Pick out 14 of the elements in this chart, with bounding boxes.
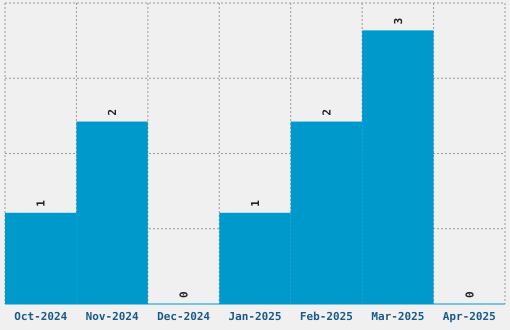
x-tick-label: Feb-2025 (300, 310, 353, 323)
data-label: 3 (392, 18, 405, 24)
x-tick-label: Apr-2025 (442, 310, 496, 323)
x-tick-label: Dec-2024 (157, 310, 210, 323)
x-tick-label: Nov-2024 (86, 310, 140, 323)
data-label: 2 (106, 108, 120, 116)
x-tick-label: Jan-2025 (228, 310, 282, 323)
data-label: 1 (34, 200, 48, 207)
data-label: 1 (249, 200, 262, 207)
data-label: 0 (178, 291, 191, 298)
x-tick-label: Oct-2024 (14, 310, 68, 323)
data-label: 2 (320, 108, 334, 116)
x-tick-label: Mar-2025 (371, 310, 424, 323)
data-label: 0 (463, 291, 476, 298)
